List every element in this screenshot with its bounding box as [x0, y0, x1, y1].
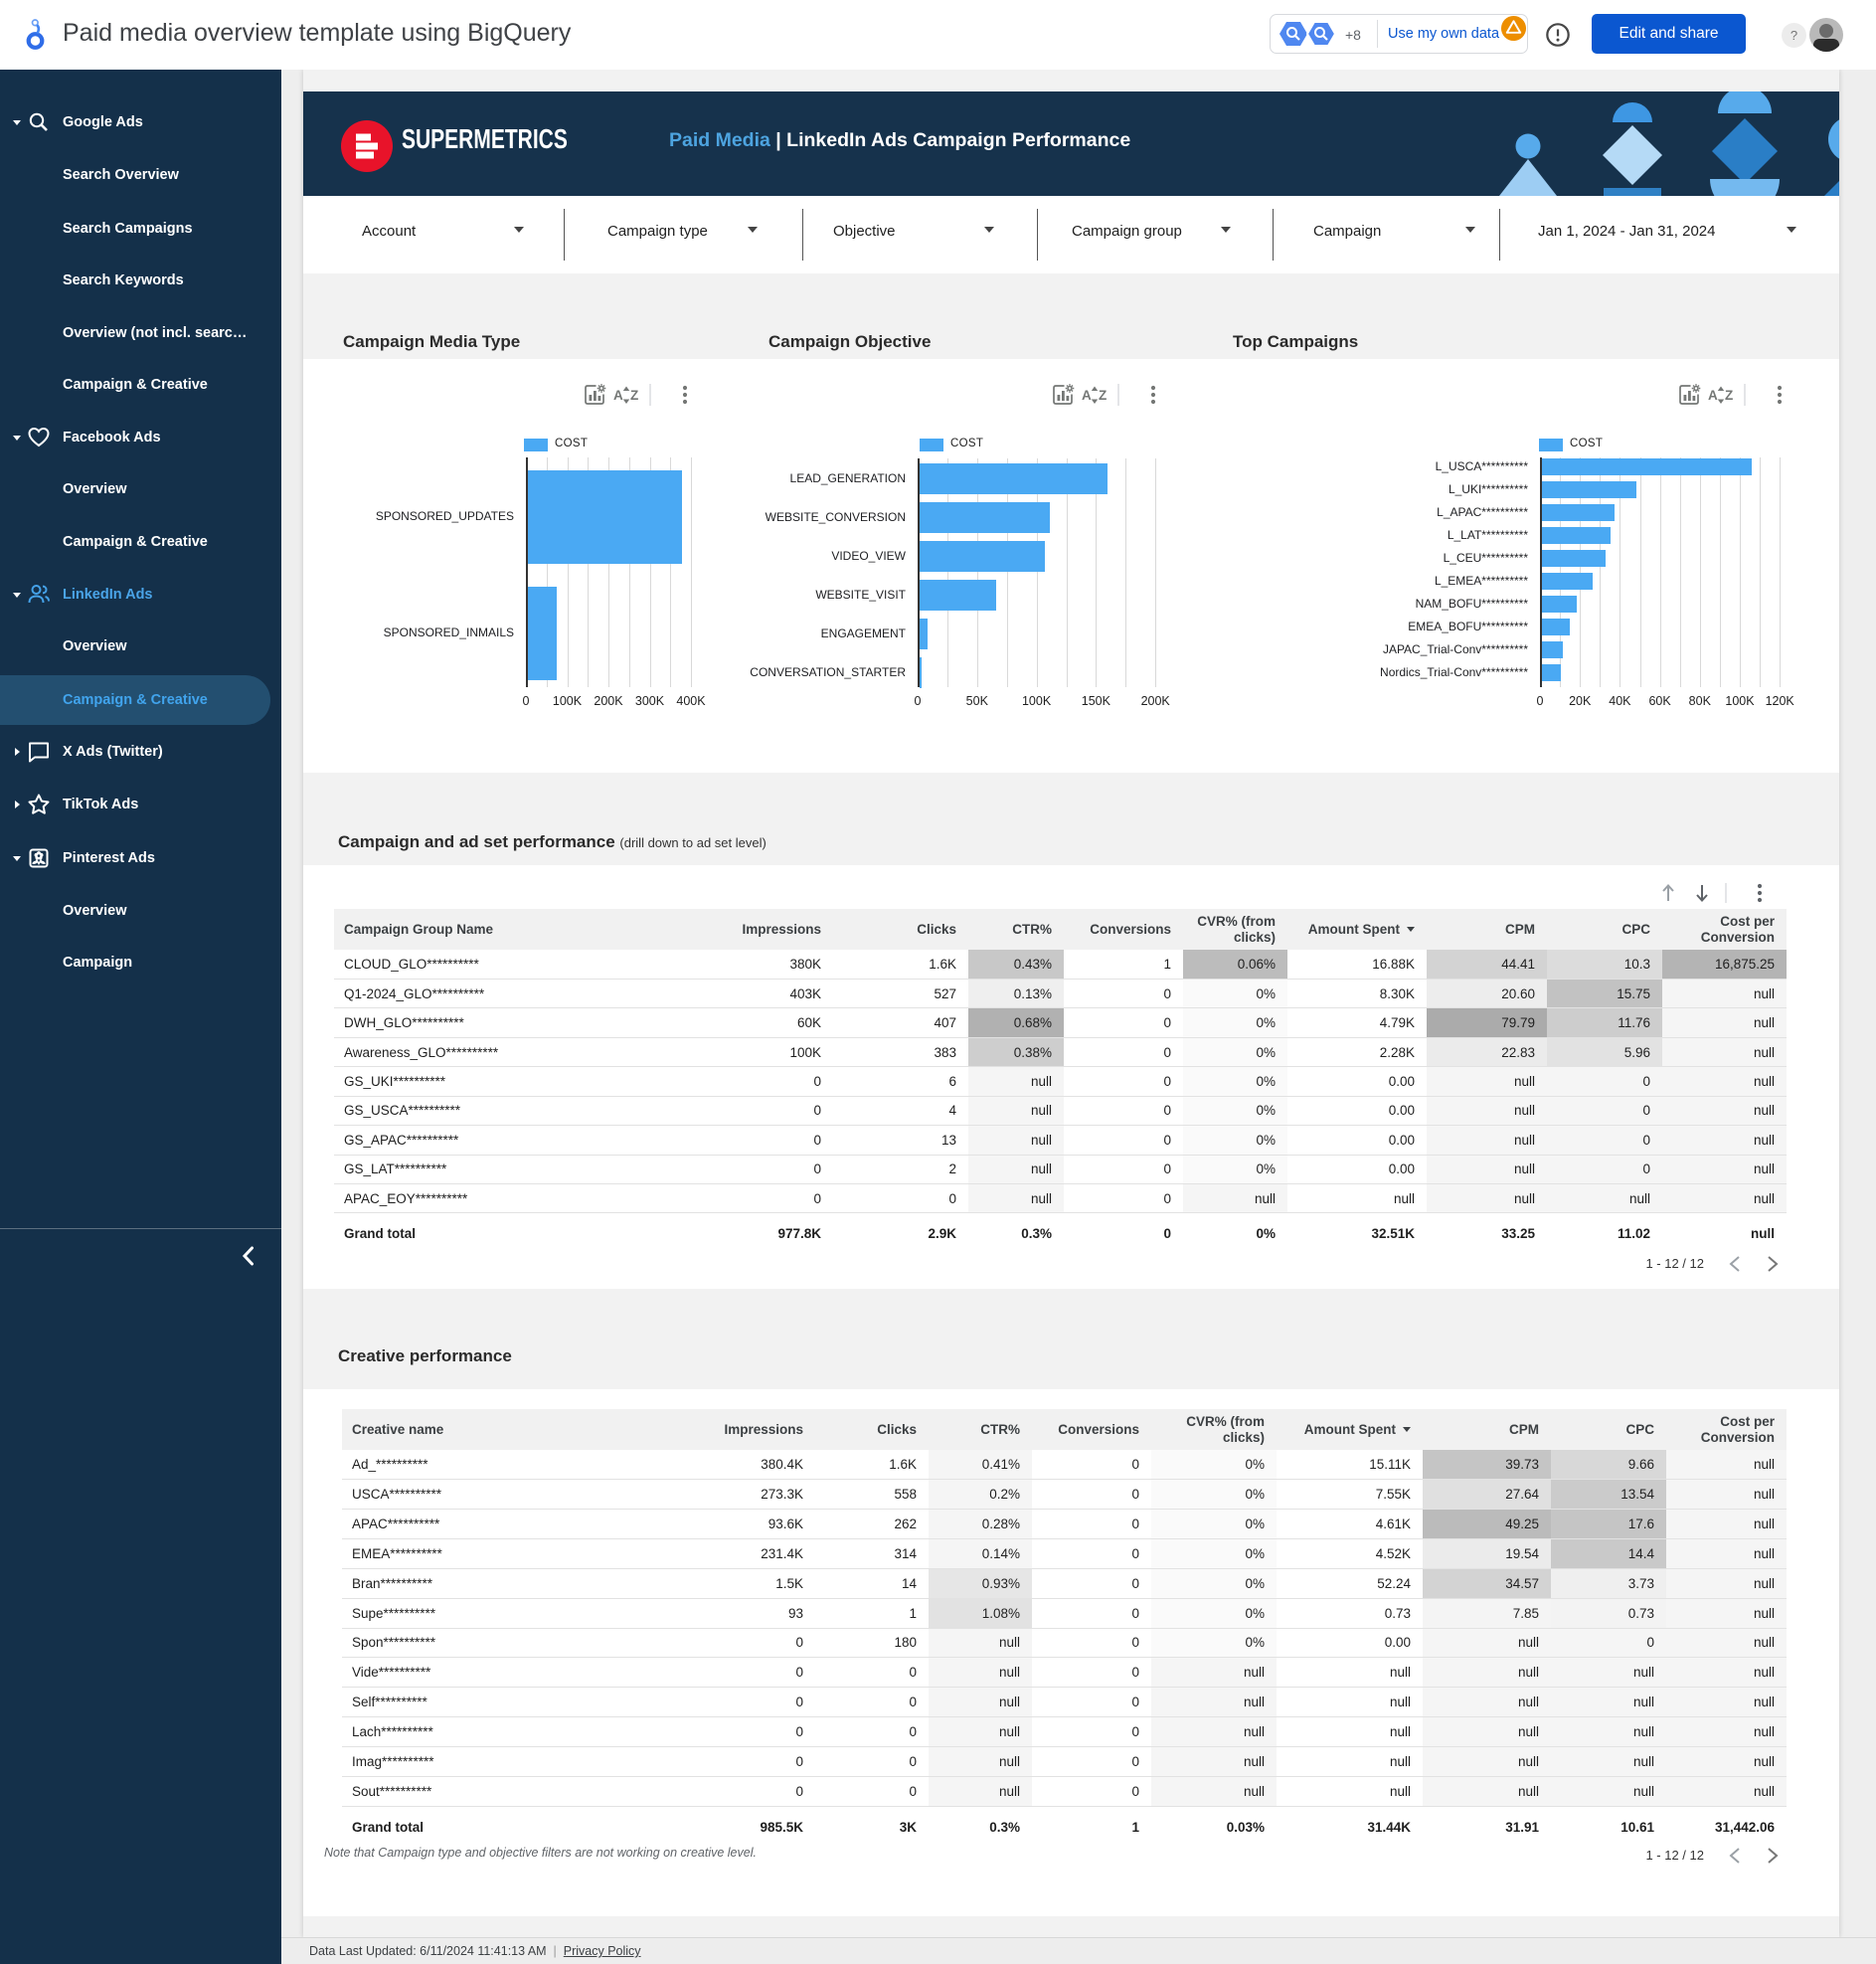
svg-text:A: A — [613, 388, 623, 403]
svg-text:A: A — [1082, 388, 1092, 403]
svg-text:Z: Z — [1725, 388, 1733, 403]
svg-text:Z: Z — [630, 388, 638, 403]
svg-text:Z: Z — [1099, 388, 1107, 403]
svg-text:A: A — [1708, 388, 1718, 403]
